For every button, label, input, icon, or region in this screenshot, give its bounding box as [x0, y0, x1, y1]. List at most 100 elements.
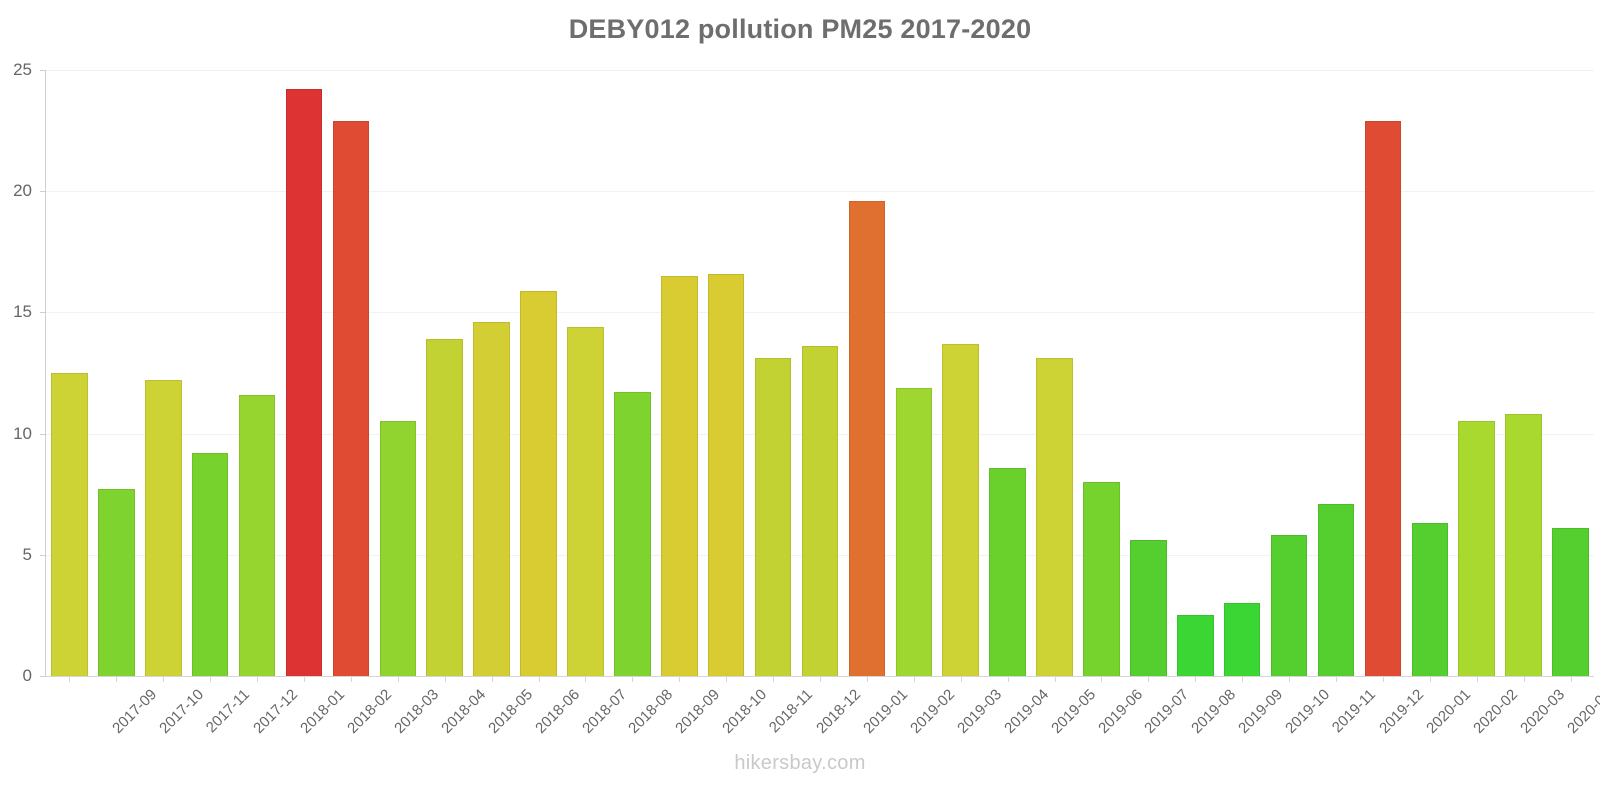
x-tick-mark	[1570, 676, 1572, 682]
x-tick-mark	[913, 676, 915, 682]
x-tick-mark	[1101, 676, 1103, 682]
bar-2019-10[interactable]	[1223, 603, 1261, 676]
x-tick-label: 2019-01	[860, 686, 912, 737]
bar-2018-04[interactable]	[379, 421, 417, 676]
bar-2017-10[interactable]	[98, 489, 135, 676]
y-tick-mark	[40, 70, 46, 71]
x-tick-mark	[69, 676, 71, 682]
x-tick-mark	[350, 676, 352, 682]
x-tick-label: 2018-04	[437, 686, 489, 737]
x-tick-label: 2018-12	[813, 686, 865, 737]
x-tick-label: 2018-06	[531, 686, 583, 737]
x-tick-label: 2017-12	[250, 686, 302, 737]
x-tick-mark	[679, 676, 681, 682]
y-tick-label: 0	[22, 666, 32, 685]
x-tick-mark	[116, 676, 118, 682]
bar-2018-05[interactable]	[426, 339, 463, 676]
y-tick-mark	[40, 433, 46, 435]
bar-2017-12[interactable]	[191, 453, 229, 676]
bar-2018-02[interactable]	[285, 89, 323, 676]
bar-2018-07[interactable]	[520, 290, 557, 676]
x-tick-label: 2018-03	[391, 686, 442, 737]
x-tick-label: 2017-11	[203, 686, 254, 737]
x-tick-mark	[163, 676, 165, 682]
x-tick-label: 2020-02	[1469, 686, 1521, 737]
bar-2018-03[interactable]	[332, 120, 370, 676]
x-tick-label: 2018-02	[344, 686, 396, 737]
x-tick-mark	[1289, 676, 1291, 682]
x-tick-mark	[444, 676, 446, 682]
x-tick-label: 2018-09	[672, 686, 724, 737]
bar-2019-06[interactable]	[1036, 358, 1073, 676]
y-tick-label: 25	[13, 60, 32, 79]
x-tick-label: 2019-09	[1235, 686, 1287, 737]
x-tick-mark	[1242, 676, 1244, 682]
x-tick-mark	[960, 676, 962, 682]
bar-2020-05[interactable]	[1552, 528, 1589, 676]
x-tick-label: 2018-07	[578, 686, 630, 737]
bar-2018-10[interactable]	[660, 276, 698, 676]
bar-2020-03[interactable]	[1458, 421, 1495, 676]
x-tick-mark	[1195, 676, 1197, 682]
x-tick-label: 2019-11	[1328, 686, 1380, 737]
bar-2019-08[interactable]	[1130, 540, 1167, 676]
x-tick-label: 2020-04	[1563, 686, 1600, 737]
bar-2018-12[interactable]	[754, 358, 792, 676]
plot-area	[46, 70, 1594, 676]
x-tick-label: 2020-01	[1423, 686, 1474, 737]
x-tick-mark	[773, 676, 775, 682]
x-tick-mark	[257, 676, 259, 682]
bar-2019-09[interactable]	[1176, 615, 1214, 676]
bar-2018-11[interactable]	[707, 273, 745, 676]
x-tick-mark	[632, 676, 634, 682]
x-tick-label: 2019-04	[1000, 686, 1052, 737]
bar-2019-01[interactable]	[801, 346, 839, 676]
x-tick-label: 2019-06	[1094, 686, 1146, 737]
bar-2019-07[interactable]	[1083, 482, 1120, 676]
x-tick-label: 2018-11	[765, 686, 817, 737]
x-tick-mark	[1523, 676, 1525, 682]
x-tick-label: 2018-10	[719, 686, 771, 737]
chart-title: DEBY012 pollution PM25 2017-2020	[568, 14, 1032, 44]
x-tick-mark	[1007, 676, 1009, 682]
bar-2019-12[interactable]	[1317, 503, 1355, 676]
x-tick-mark	[820, 676, 821, 682]
gridline	[46, 70, 1594, 71]
gridline	[46, 191, 1594, 193]
bar-2019-04[interactable]	[942, 343, 979, 676]
bar-2018-08[interactable]	[567, 326, 604, 676]
y-tick-mark	[40, 191, 46, 193]
x-tick-label: 2017-10	[156, 686, 208, 737]
bar-2020-02[interactable]	[1411, 523, 1449, 676]
bar-2020-01[interactable]	[1364, 120, 1402, 676]
bar-2019-03[interactable]	[895, 387, 933, 676]
y-tick-label: 20	[13, 181, 32, 201]
bar-2018-06[interactable]	[473, 322, 510, 676]
bar-2018-01[interactable]	[238, 394, 276, 676]
y-tick-label: 10	[13, 423, 32, 443]
bar-2017-11[interactable]	[144, 380, 182, 676]
bar-2020-04[interactable]	[1505, 414, 1542, 676]
bar-2019-05[interactable]	[989, 467, 1026, 676]
bar-2019-11[interactable]	[1270, 535, 1308, 676]
x-tick-label: 2019-02	[907, 686, 958, 737]
x-tick-mark	[1054, 676, 1056, 682]
x-tick-mark	[1336, 676, 1337, 682]
x-tick-mark	[1476, 676, 1478, 682]
x-tick-mark	[538, 676, 540, 682]
y-tick-label: 15	[13, 302, 32, 322]
bar-2019-02[interactable]	[848, 200, 886, 676]
bar-2018-09[interactable]	[614, 392, 651, 676]
y-tick-mark	[40, 312, 46, 314]
x-tick-mark	[1382, 676, 1384, 682]
x-tick-label: 2019-05	[1047, 686, 1099, 737]
y-axis-line	[45, 70, 46, 677]
bar-2017-09[interactable]	[51, 373, 88, 676]
x-tick-mark	[726, 676, 728, 682]
x-tick-mark	[585, 676, 587, 682]
x-tick-label: 2020-03	[1516, 686, 1568, 737]
x-tick-label: 2019-10	[1282, 686, 1334, 737]
gridline	[46, 312, 1594, 314]
x-tick-label: 2018-01	[297, 686, 349, 737]
